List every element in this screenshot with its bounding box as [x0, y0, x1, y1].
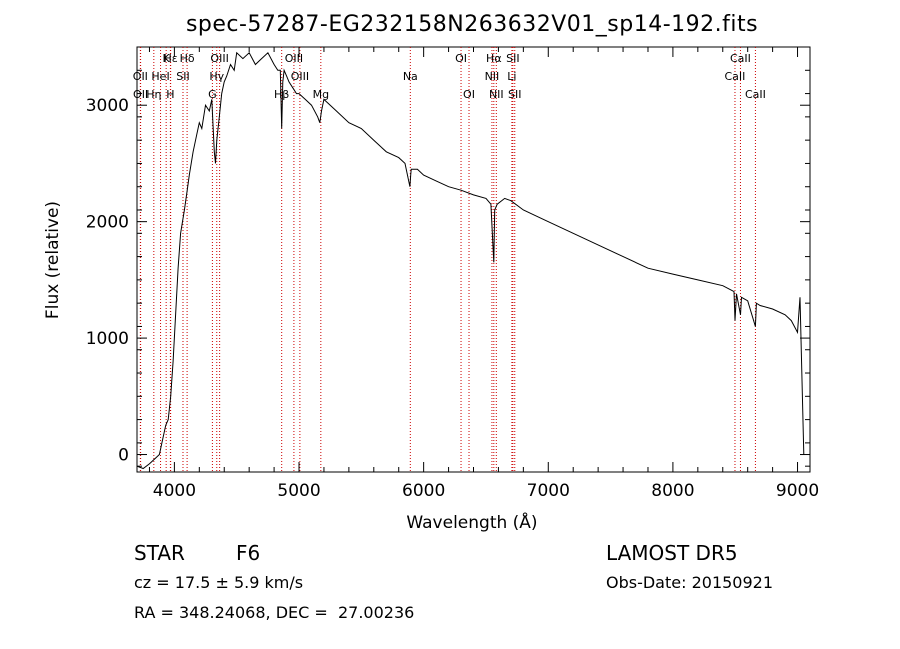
x-tick-label: 5000	[277, 481, 320, 501]
observation-date: Obs-Date: 20150921	[606, 573, 774, 592]
y-tick-label: 0	[118, 446, 129, 466]
x-tick-label: 6000	[402, 481, 445, 501]
x-tick-label: 7000	[527, 481, 570, 501]
line-marker-label: SII	[506, 52, 519, 65]
x-axis-label: Wavelength (Å)	[406, 511, 537, 533]
x-tick-label: 8000	[651, 481, 694, 501]
line-marker-label: HeI	[151, 70, 169, 83]
line-marker-label: Hε	[164, 52, 178, 65]
line-marker-label: CaII	[725, 70, 746, 83]
line-marker-label: OI	[455, 52, 467, 65]
line-marker-label: SII	[176, 70, 189, 83]
line-marker-label: OII	[133, 70, 148, 83]
y-tick-label: 1000	[86, 329, 129, 349]
y-tick-label: 3000	[86, 96, 129, 116]
line-marker-label: NII	[485, 70, 500, 83]
plot-frame	[136, 46, 811, 473]
line-marker-label: Hη	[146, 88, 161, 101]
redshift-cz: cz = 17.5 ± 5.9 km/s	[134, 573, 304, 592]
line-marker-label: OI	[463, 88, 475, 101]
line-marker-label: Mg	[313, 88, 329, 101]
line-marker-label: CaII	[745, 88, 766, 101]
line-markers	[139, 47, 756, 472]
ra-dec: RA = 348.24068, DEC = 27.00236	[134, 603, 415, 622]
survey-name: LAMOST DR5	[606, 541, 738, 565]
line-marker-label: Hγ	[209, 70, 224, 83]
x-axis-ticks: 4000 5000 6000 7000 8000 9000	[148, 47, 819, 501]
x-tick-label: 9000	[776, 481, 819, 501]
line-marker-label: OIII	[285, 52, 303, 65]
line-marker-label: OII	[133, 88, 148, 101]
line-marker-label: SII	[508, 88, 521, 101]
object-subclass: F6	[236, 541, 261, 565]
line-marker-label: Na	[403, 70, 418, 83]
line-marker-label: G	[208, 88, 217, 101]
chart-title: spec-57287-EG232158N263632V01_sp14-192.f…	[186, 12, 758, 37]
y-axis-label: Flux (relative)	[43, 201, 63, 319]
line-marker-label: Li	[507, 70, 516, 83]
line-marker-label: OIII	[291, 70, 309, 83]
line-marker-label: OIII	[210, 52, 228, 65]
line-marker-label: Hα	[486, 52, 502, 65]
spectrum-line	[136, 51, 805, 470]
line-marker-label: Hδ	[180, 52, 195, 65]
line-marker-label: Hβ	[274, 88, 289, 101]
object-class: STAR	[134, 541, 185, 565]
line-marker-label: K	[163, 52, 171, 65]
line-marker-label: CaII	[730, 52, 751, 65]
line-marker-label: NII	[489, 88, 504, 101]
y-tick-label: 2000	[86, 213, 129, 233]
x-tick-label: 4000	[153, 481, 196, 501]
line-marker-label: H	[166, 88, 174, 101]
y-axis-ticks: 0 1000 2000 3000	[86, 69, 810, 467]
